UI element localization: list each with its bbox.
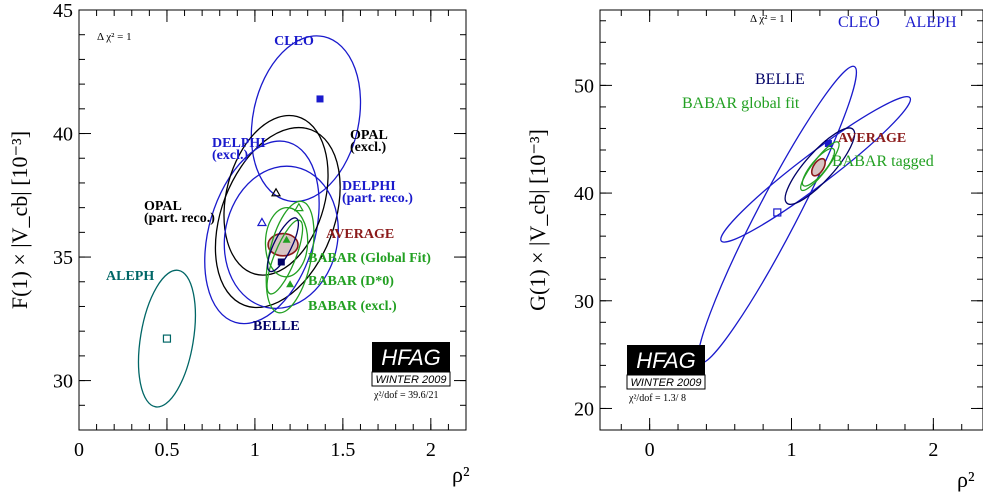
x-tick-label: 0.5 [154,439,179,461]
marker-cleo [824,140,832,148]
chart-panel-1: 0 0.5 1 1.5 2 30 35 40 45 ρ² F(1) × |V_cb| [10⁻³] Δ… [7,0,470,487]
marker-babar-excl [286,280,295,288]
y-tick-label: 20 [574,398,594,420]
x-tick-label: 1 [787,439,797,461]
marker-aleph [162,334,172,343]
y-tick-label: 35 [53,247,73,269]
x-tick-label: 0 [645,439,655,461]
label-belle: BELLE [253,319,300,334]
label-opal-part-reco: OPAL (part. reco.) [144,199,215,226]
label-opal-excl: OPAL (excl.) [350,128,388,155]
label-average: AVERAGE [326,227,394,242]
y-tick-label: 30 [53,371,73,393]
label-aleph: ALEPH [106,269,154,284]
label-babar-global-fit: BABAR (Global Fit) [308,251,431,266]
label-babar-global-fit: BABAR global fit [682,95,800,112]
label-belle: BELLE [755,71,805,88]
hfag-badge: HFAG WINTER 2009 χ²/dof = 39.6/21 [371,342,451,401]
ellipse-babar-d-0 [265,200,315,314]
ellipse-opal-part-reco [223,114,329,276]
label-cleo: CLEO [838,14,880,31]
ellipse-aleph [137,269,197,408]
hfag-badge-season-box [626,374,706,390]
chart-panel-2: 0 1 2 20 30 40 50 ρ² G(1) × |V_cb| [10⁻³] Δ χ² = … [525,9,983,492]
delta-chi2-note: Δ χ² = 1 [750,13,785,25]
y-tick-label: 45 [53,0,73,22]
hfag-badge-season: WINTER 2009 [376,374,447,386]
label-babar-excl: BABAR (excl.) [308,299,397,314]
ellipses-layer [137,35,362,408]
label-babar-d-0: BABAR (D*0) [308,274,394,289]
label-average: AVERAGE [838,131,906,146]
y-axis-title: G(1) × |V_cb| [10⁻³] [525,129,550,311]
hfag-badge-chi2: χ²/dof = 39.6/21 [373,390,438,401]
hfag-badge-title: HFAG [381,345,440,370]
hfag-badge: HFAG WINTER 2009 χ²/dof = 1.3/ 8 [626,345,706,404]
label-delphi-part-reco: DELPHI (part. reco.) [342,179,413,206]
label-delphi-excl: DELPHI (excl.) [212,136,266,163]
ellipse-delphi-part-reco [223,165,339,310]
label-babar-tagged: BABAR tagged [832,153,934,170]
hfag-badge-chi2: χ²/dof = 1.3/ 8 [628,393,686,404]
y-tick-label: 40 [574,183,594,205]
x-axis-title: ρ² [452,462,470,487]
x-tick-label: 2 [928,439,938,461]
y-tick-label: 40 [53,124,73,146]
label-aleph: ALEPH [905,14,957,31]
x-tick-label: 1.5 [330,439,355,461]
hfag-badge-season-box [371,371,451,387]
marker-belle [277,258,285,266]
ellipse-belle [267,217,300,273]
marker-opal-part-reco [270,187,282,197]
label-cleo: CLEO [274,34,314,49]
x-tick-label: 2 [426,439,436,461]
y-axis-title: F(1) × |V_cb| [10⁻³] [7,131,32,309]
y-tick-label: 30 [574,291,594,313]
ellipse-babar-excl [266,219,304,295]
hfag-badge-bg [372,342,450,372]
delta-chi2-note: Δ χ² = 1 [97,31,132,43]
ellipse-babar-tagged [801,147,836,187]
ellipse-belle [784,127,856,205]
marker-babar-global-fit [282,235,291,243]
ellipse-cleo [250,35,362,203]
marker-cleo [316,95,324,103]
y-tick-label: 50 [574,75,594,97]
x-tick-label: 1 [250,439,260,461]
hfag-badge-season: WINTER 2009 [631,377,702,389]
ellipse-babar-global-fit [264,207,309,278]
x-axis-title: ρ² [957,467,975,492]
marker-delphi-excl [256,217,267,227]
marker-babar-d-0 [293,202,304,212]
x-tick-label: 0 [74,439,84,461]
ellipse-average [810,157,826,177]
hfag-badge-bg [627,345,705,375]
hfag-badge-title: HFAG [636,348,695,373]
